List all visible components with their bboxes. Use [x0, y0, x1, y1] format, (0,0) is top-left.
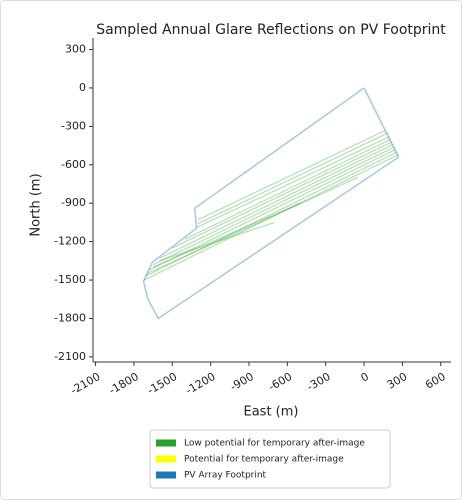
- glare-line: [197, 129, 387, 221]
- y-tick-label: 300: [65, 43, 86, 56]
- glare-line: [196, 136, 390, 229]
- y-tick-label: -1500: [54, 273, 86, 286]
- legend-label: PV Array Footprint: [184, 471, 267, 481]
- legend-box: [149, 429, 391, 489]
- y-tick-label: -1200: [54, 235, 86, 248]
- glare-line: [146, 177, 358, 275]
- glare-line: [159, 143, 394, 259]
- legend-swatch: [156, 455, 176, 463]
- y-tick-label: -600: [61, 158, 86, 171]
- legend-label: Low potential for temporary after-image: [184, 439, 365, 449]
- glare-line: [184, 138, 392, 240]
- y-axis-label: North (m): [29, 173, 44, 236]
- glare-line: [152, 146, 396, 266]
- legend-swatch: [156, 439, 176, 447]
- y-tick-label: -2100: [54, 350, 86, 363]
- footprint-outline: [142, 87, 400, 320]
- y-tick-label: -900: [61, 196, 86, 209]
- chart-title: Sampled Annual Glare Reflections on PV F…: [96, 22, 446, 38]
- legend-label: Potential for temporary after-image: [184, 455, 344, 465]
- legend-swatch: [156, 471, 176, 479]
- glare-line: [197, 132, 389, 225]
- glare-line: [143, 153, 399, 281]
- glare-line: [145, 151, 398, 277]
- glare-line: [152, 202, 301, 268]
- y-tick-label: 0: [79, 81, 86, 94]
- y-tick-label: -300: [61, 119, 86, 132]
- y-tick-label: -1800: [54, 311, 86, 324]
- glare-line: [148, 148, 397, 271]
- glare-line: [172, 141, 393, 249]
- x-axis-label: East (m): [244, 405, 299, 420]
- glare-line: [159, 221, 275, 262]
